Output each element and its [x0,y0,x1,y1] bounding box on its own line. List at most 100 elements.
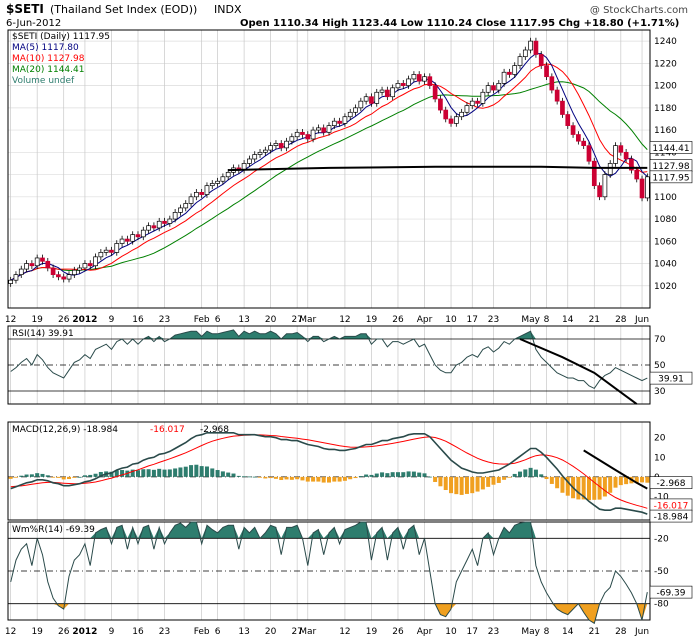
candle-body [262,149,268,153]
macd-hist-bar [592,476,597,500]
candle-body [544,65,549,78]
willr-legend: Wm%R(14) -69.39 [12,525,95,535]
candle-body [66,274,72,280]
x-label-bottom: 9 [109,627,115,637]
candle-body [570,125,576,135]
x-label-top: 19 [366,315,378,325]
x-label-top: Apr [417,315,433,325]
candle-body [56,274,61,278]
candle-body [316,127,321,131]
price-y-tick: 1060 [654,237,677,247]
macd-hist-bar [215,470,220,477]
candle-body [512,65,518,75]
candle-body [453,116,459,124]
macd-hist-bar [258,476,263,478]
candle-body [379,89,385,93]
candle-body [29,263,35,267]
candle-body [321,127,327,133]
macd-hist-bar [518,471,523,477]
macd-hist-bar [295,476,300,480]
macd-hist-bar [316,476,321,482]
macd-hist-bar [146,469,151,477]
macd-hist-bar [438,476,443,487]
macd-signal-line [10,434,648,509]
x-label-bottom: 27 [291,627,302,637]
candle-body [188,196,194,204]
macd-hist-bar [597,476,602,500]
macd-hist-bar [411,471,416,477]
x-label-top: 9 [109,315,115,325]
macd-hist-bar [459,476,464,495]
candle-body [140,229,146,238]
macd-hist-bar [602,476,607,497]
macd-hist-bar [247,476,252,478]
candle-body [247,158,252,164]
macd-legend-hist: -2.968 [200,425,229,435]
x-label-top: 12 [339,315,350,325]
candle-body [103,249,109,253]
macd-hist-bar [364,474,369,477]
candle-body [289,136,295,142]
candle-body [485,85,491,93]
candle-body [61,276,67,280]
tag-hist-box [649,476,693,489]
macd-hist-bar [486,476,491,487]
macd-hist-bar [263,476,268,479]
x-label-top: 10 [445,315,457,325]
candle-body [220,176,226,182]
macd-hist-bar [284,476,289,480]
macd-y-tick: 10 [654,453,666,463]
candle-body [411,74,417,80]
candle-body [305,134,311,140]
candle-body [119,238,125,244]
candle-body [278,143,284,149]
macd-hist-bar [560,476,565,493]
macd-hist-bar [539,474,544,477]
macd-hist-bar [555,476,560,489]
candle-body [337,120,342,124]
x-label-top: 13 [238,315,249,325]
candle-body [422,76,427,82]
macd-hist-bar [549,476,554,484]
price-y-tick: 1240 [654,37,677,47]
macd-hist-bar [162,469,167,477]
macd-hist-bar [640,476,645,483]
price-annotation-line [228,165,648,172]
macd-hist-bar [491,476,496,485]
candle-body [151,225,157,229]
candle-body [438,98,443,111]
macd-hist-bar [342,476,347,481]
macd-hist-bar [289,476,294,480]
x-label-bottom: 23 [488,627,499,637]
macd-hist-bar [51,476,56,478]
macd-hist-bar [109,471,114,477]
candle-body [607,163,613,175]
symbol-title: $SETI [6,2,44,16]
macd-hist-bar [369,474,374,477]
candle-body [374,91,380,104]
macd-hist-bar [242,476,247,478]
macd-hist-bar [279,476,284,481]
x-label-bottom: Jun [634,627,649,637]
macd-y-tick: -10 [654,492,669,502]
willr-y-tick: -80 [654,600,669,610]
macd-y-tick: 20 [654,434,666,444]
macd-hist-bar [45,475,50,477]
x-label-bottom: May [521,627,540,637]
candle-body [294,131,300,138]
candle-body [644,176,650,199]
macd-hist-bar [401,472,406,477]
x-label-bottom: 8 [544,627,550,637]
candle-body [363,96,369,102]
macd-hist-bar [88,474,93,477]
candle-body [538,54,544,66]
price-legend-item: MA(10) 1127.98 [12,54,85,64]
candle-body [199,192,205,195]
x-label-bottom: 6 [215,627,221,637]
macd-hist-bar [204,466,209,477]
candle-body [528,40,533,51]
macd-hist-bar [618,476,623,486]
willr-bottom-fill [10,603,648,624]
macd-hist-bar [135,470,140,477]
